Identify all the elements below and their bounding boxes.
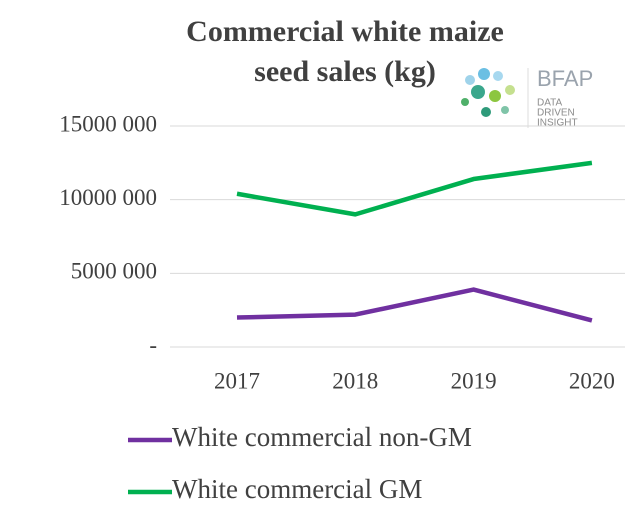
legend-label: White commercial non-GM [172, 422, 472, 452]
logo-tagline: INSIGHT [537, 118, 578, 129]
y-tick-label: 10000 000 [59, 185, 157, 210]
logo-dot [471, 85, 485, 99]
logo-name: BFAP [537, 66, 593, 91]
logo: BFAP DATA DRIVEN INSIGHT [461, 66, 593, 129]
logo-dot [489, 90, 501, 102]
chart-title: Commercial white maize seed sales (kg) [186, 15, 504, 88]
x-tick-label: 2018 [332, 368, 378, 393]
y-tick-label: - [149, 332, 157, 357]
x-tick-label: 2017 [214, 368, 260, 393]
x-tick-label: 2020 [569, 368, 615, 393]
y-tick-label: 5000 000 [71, 259, 157, 284]
logo-dot [461, 98, 469, 106]
y-tick-label: 15000 000 [59, 111, 157, 136]
x-tick-label: 2019 [451, 368, 497, 393]
logo-dot [478, 68, 490, 80]
logo-tagline: DATA [537, 98, 563, 109]
legend-label: White commercial GM [172, 474, 422, 504]
series-line [236, 287, 593, 323]
logo-tagline: DRIVEN [537, 108, 575, 119]
logo-dot [493, 71, 503, 81]
logo-dot [481, 107, 491, 117]
logo-dot [465, 75, 475, 85]
logo-dot [501, 106, 509, 114]
series-line [236, 160, 593, 217]
logo-dot [505, 85, 515, 95]
